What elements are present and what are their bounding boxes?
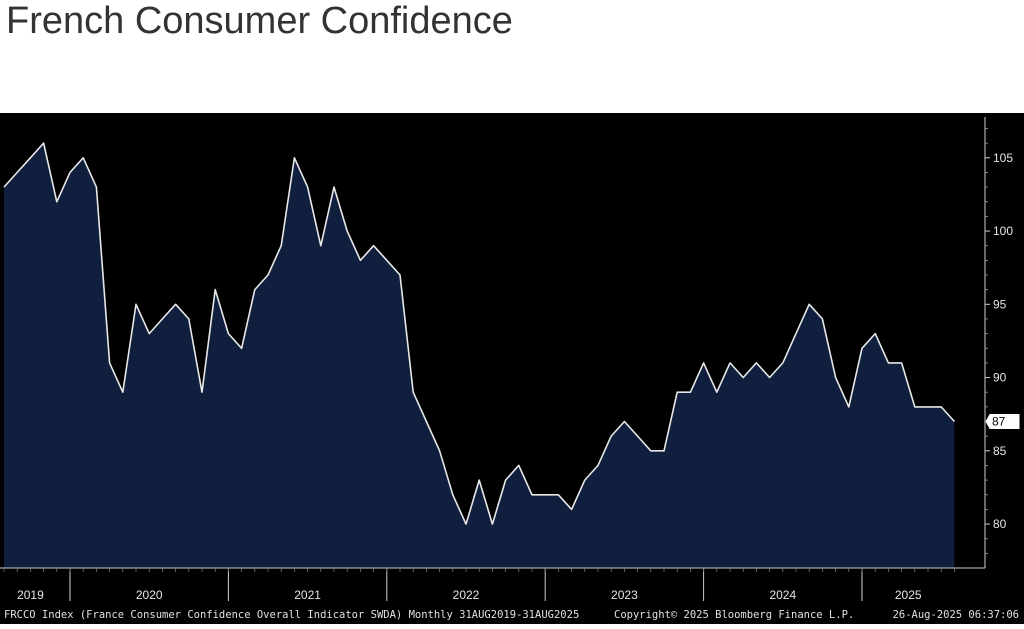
data-point bbox=[808, 304, 810, 306]
data-point bbox=[69, 172, 71, 174]
y-tick-label: 100 bbox=[993, 224, 1013, 238]
data-point bbox=[637, 435, 639, 437]
data-point bbox=[360, 260, 362, 262]
data-point bbox=[452, 494, 454, 496]
data-point bbox=[663, 450, 665, 452]
y-tick-label: 90 bbox=[993, 371, 1007, 385]
y-tick-label: 85 bbox=[993, 444, 1007, 458]
data-point bbox=[399, 274, 401, 276]
data-point bbox=[465, 523, 467, 525]
data-point bbox=[188, 318, 190, 320]
data-point bbox=[320, 245, 322, 247]
data-point bbox=[822, 318, 824, 320]
footer-copyright: Copyright© 2025 Bloomberg Finance L.P. bbox=[614, 609, 854, 621]
data-point bbox=[954, 421, 956, 423]
x-tick-label: 2021 bbox=[294, 588, 321, 602]
data-point bbox=[30, 157, 32, 159]
data-point bbox=[56, 201, 58, 203]
data-point bbox=[109, 362, 111, 364]
data-point bbox=[756, 362, 758, 364]
series-line bbox=[3, 142, 955, 525]
series-area bbox=[4, 143, 955, 568]
data-point bbox=[940, 406, 942, 408]
data-point bbox=[280, 245, 282, 247]
data-point bbox=[492, 523, 494, 525]
data-point bbox=[122, 391, 124, 393]
data-point bbox=[3, 186, 5, 188]
page-title: French Consumer Confidence bbox=[6, 0, 513, 42]
data-point bbox=[531, 494, 533, 496]
data-point bbox=[201, 391, 203, 393]
data-point bbox=[729, 362, 731, 364]
data-point bbox=[544, 494, 546, 496]
data-point bbox=[914, 406, 916, 408]
data-point bbox=[624, 421, 626, 423]
footer-source: FRCCO Index (France Consumer Confidence … bbox=[4, 609, 579, 621]
data-point bbox=[294, 157, 296, 159]
data-point bbox=[769, 377, 771, 379]
data-point bbox=[386, 260, 388, 262]
data-point bbox=[742, 377, 744, 379]
data-point bbox=[861, 348, 863, 350]
data-point bbox=[346, 230, 348, 232]
data-point bbox=[96, 186, 98, 188]
y-tick-label: 80 bbox=[993, 517, 1007, 531]
data-point bbox=[16, 172, 18, 174]
chart-frame: 80 85 90 95 100 105 87 2019 2020 2021 2022 2023 2024… bbox=[0, 113, 1024, 624]
data-point bbox=[267, 274, 269, 276]
data-point bbox=[254, 289, 256, 291]
data-point bbox=[610, 435, 612, 437]
data-point bbox=[478, 479, 480, 481]
chart: 80 85 90 95 100 105 87 2019 2020 2021 2022 2023 2024… bbox=[0, 117, 1020, 621]
data-point bbox=[676, 391, 678, 393]
data-point bbox=[690, 391, 692, 393]
data-point bbox=[373, 245, 375, 247]
data-point bbox=[558, 494, 560, 496]
data-point bbox=[426, 421, 428, 423]
data-point bbox=[135, 304, 137, 306]
x-tick-label: 2019 bbox=[17, 588, 44, 602]
x-tick-label: 2023 bbox=[611, 588, 638, 602]
data-point bbox=[333, 186, 335, 188]
data-point bbox=[412, 391, 414, 393]
x-tick-label: 2025 bbox=[895, 588, 922, 602]
data-point bbox=[228, 333, 230, 335]
data-point bbox=[597, 465, 599, 467]
data-point bbox=[795, 333, 797, 335]
data-point bbox=[584, 479, 586, 481]
data-point bbox=[571, 509, 573, 511]
data-point bbox=[716, 391, 718, 393]
data-point bbox=[505, 479, 507, 481]
x-tick-label: 2020 bbox=[136, 588, 163, 602]
data-point bbox=[782, 362, 784, 364]
data-point bbox=[848, 406, 850, 408]
data-point bbox=[518, 465, 520, 467]
data-point bbox=[43, 142, 45, 144]
data-point bbox=[148, 333, 150, 335]
data-point bbox=[703, 362, 705, 364]
data-point bbox=[835, 377, 837, 379]
data-point bbox=[307, 186, 309, 188]
data-point bbox=[439, 450, 441, 452]
x-tick-label: 2024 bbox=[769, 588, 796, 602]
last-value-box bbox=[985, 414, 1020, 429]
data-point bbox=[162, 318, 164, 320]
y-tick-label: 95 bbox=[993, 297, 1007, 311]
data-point bbox=[650, 450, 652, 452]
data-point bbox=[82, 157, 84, 159]
last-value-label: 87 bbox=[992, 415, 1006, 429]
x-tick-label: 2022 bbox=[453, 588, 480, 602]
footer-timestamp: 26-Aug-2025 06:37:06 bbox=[893, 609, 1019, 621]
data-point bbox=[214, 289, 216, 291]
y-tick-label: 105 bbox=[993, 151, 1013, 165]
data-point bbox=[901, 362, 903, 364]
data-point bbox=[874, 333, 876, 335]
data-point bbox=[888, 362, 890, 364]
data-point bbox=[175, 304, 177, 306]
data-point bbox=[241, 348, 243, 350]
data-point bbox=[927, 406, 929, 408]
